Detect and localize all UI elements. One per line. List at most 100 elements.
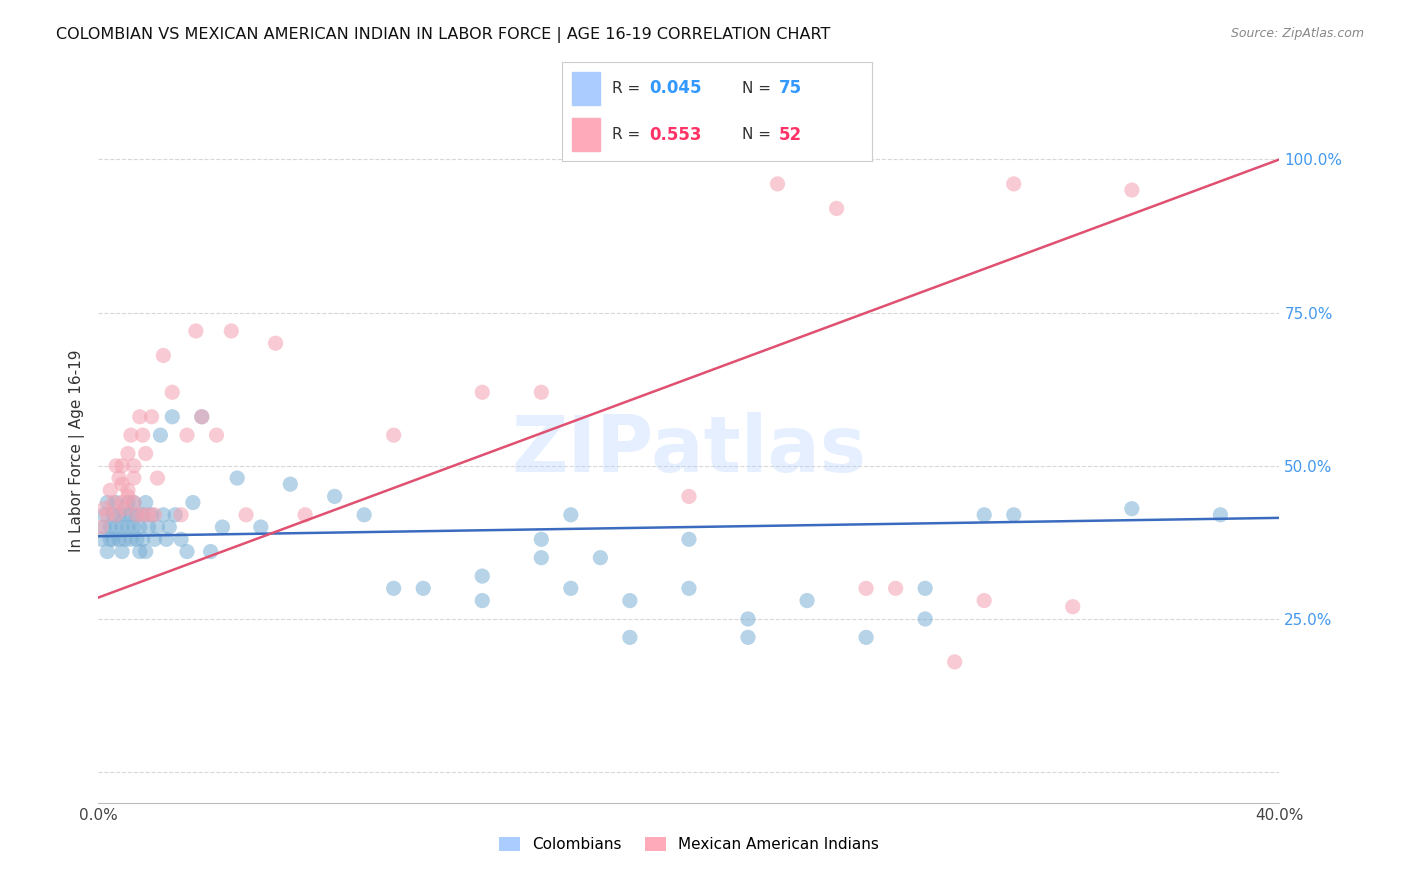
Point	[382, 582, 405, 596]
Point	[93, 501, 115, 516]
Point	[98, 533, 121, 547]
Text: 52: 52	[779, 126, 801, 144]
Point	[678, 533, 700, 547]
Point	[108, 533, 131, 547]
Point	[825, 202, 848, 216]
Point	[914, 612, 936, 626]
Point	[471, 593, 494, 607]
Point	[135, 495, 157, 509]
Point	[1209, 508, 1232, 522]
Point	[125, 508, 148, 522]
Point	[105, 508, 128, 522]
Point	[152, 508, 174, 522]
Point	[122, 471, 145, 485]
Point	[111, 544, 134, 558]
Point	[117, 446, 139, 460]
Point	[105, 520, 128, 534]
Point	[766, 177, 789, 191]
Point	[412, 582, 434, 596]
Point	[1121, 183, 1143, 197]
Point	[530, 550, 553, 565]
Point	[143, 508, 166, 522]
Point	[280, 477, 302, 491]
Text: N =: N =	[742, 127, 776, 142]
Point	[619, 631, 641, 645]
Point	[111, 458, 134, 473]
Point	[560, 582, 582, 596]
Point	[108, 471, 131, 485]
Point	[530, 385, 553, 400]
Legend: Colombians, Mexican American Indians: Colombians, Mexican American Indians	[492, 831, 886, 859]
Point	[294, 508, 316, 522]
Point	[235, 508, 257, 522]
Point	[114, 508, 136, 522]
Point	[914, 582, 936, 596]
Point	[132, 428, 155, 442]
Point	[250, 520, 273, 534]
Point	[125, 533, 148, 547]
Point	[146, 520, 169, 534]
Text: ZIPatlas: ZIPatlas	[512, 412, 866, 489]
Point	[111, 477, 134, 491]
Point	[98, 483, 121, 498]
Point	[90, 520, 112, 534]
Point	[155, 533, 177, 547]
Text: 0.045: 0.045	[650, 79, 702, 97]
Point	[143, 533, 166, 547]
Y-axis label: In Labor Force | Age 16-19: In Labor Force | Age 16-19	[69, 349, 84, 552]
Point	[122, 458, 145, 473]
Point	[855, 631, 877, 645]
Text: Source: ZipAtlas.com: Source: ZipAtlas.com	[1230, 27, 1364, 40]
Point	[132, 533, 155, 547]
Point	[181, 495, 204, 509]
Point	[170, 508, 193, 522]
Text: N =: N =	[742, 81, 776, 96]
Point	[114, 533, 136, 547]
Point	[132, 508, 155, 522]
Point	[264, 336, 287, 351]
Point	[103, 495, 125, 509]
Bar	[572, 72, 599, 104]
Point	[855, 582, 877, 596]
Point	[973, 593, 995, 607]
Point	[221, 324, 243, 338]
Point	[125, 508, 148, 522]
Point	[135, 544, 157, 558]
Point	[157, 520, 180, 534]
Point	[943, 655, 966, 669]
Point	[117, 483, 139, 498]
Point	[165, 508, 187, 522]
Point	[149, 428, 172, 442]
Point	[619, 593, 641, 607]
Text: 0.553: 0.553	[650, 126, 702, 144]
Point	[117, 490, 139, 504]
Point	[737, 631, 759, 645]
Point	[589, 550, 612, 565]
Point	[530, 533, 553, 547]
Point	[96, 508, 118, 522]
Point	[93, 508, 115, 522]
Point	[1002, 508, 1025, 522]
Point	[884, 582, 907, 596]
Point	[226, 471, 249, 485]
Point	[122, 495, 145, 509]
Point	[122, 495, 145, 509]
Point	[132, 508, 155, 522]
Point	[141, 409, 163, 424]
Text: 75: 75	[779, 79, 801, 97]
Point	[170, 533, 193, 547]
Point	[191, 409, 214, 424]
Point	[103, 508, 125, 522]
Bar	[572, 119, 599, 151]
Point	[471, 569, 494, 583]
Point	[114, 501, 136, 516]
Point	[135, 446, 157, 460]
Point	[200, 544, 222, 558]
Point	[323, 490, 346, 504]
Point	[98, 520, 121, 534]
Point	[184, 324, 207, 338]
Point	[105, 495, 128, 509]
Point	[117, 520, 139, 534]
Point	[138, 508, 160, 522]
Point	[973, 508, 995, 522]
